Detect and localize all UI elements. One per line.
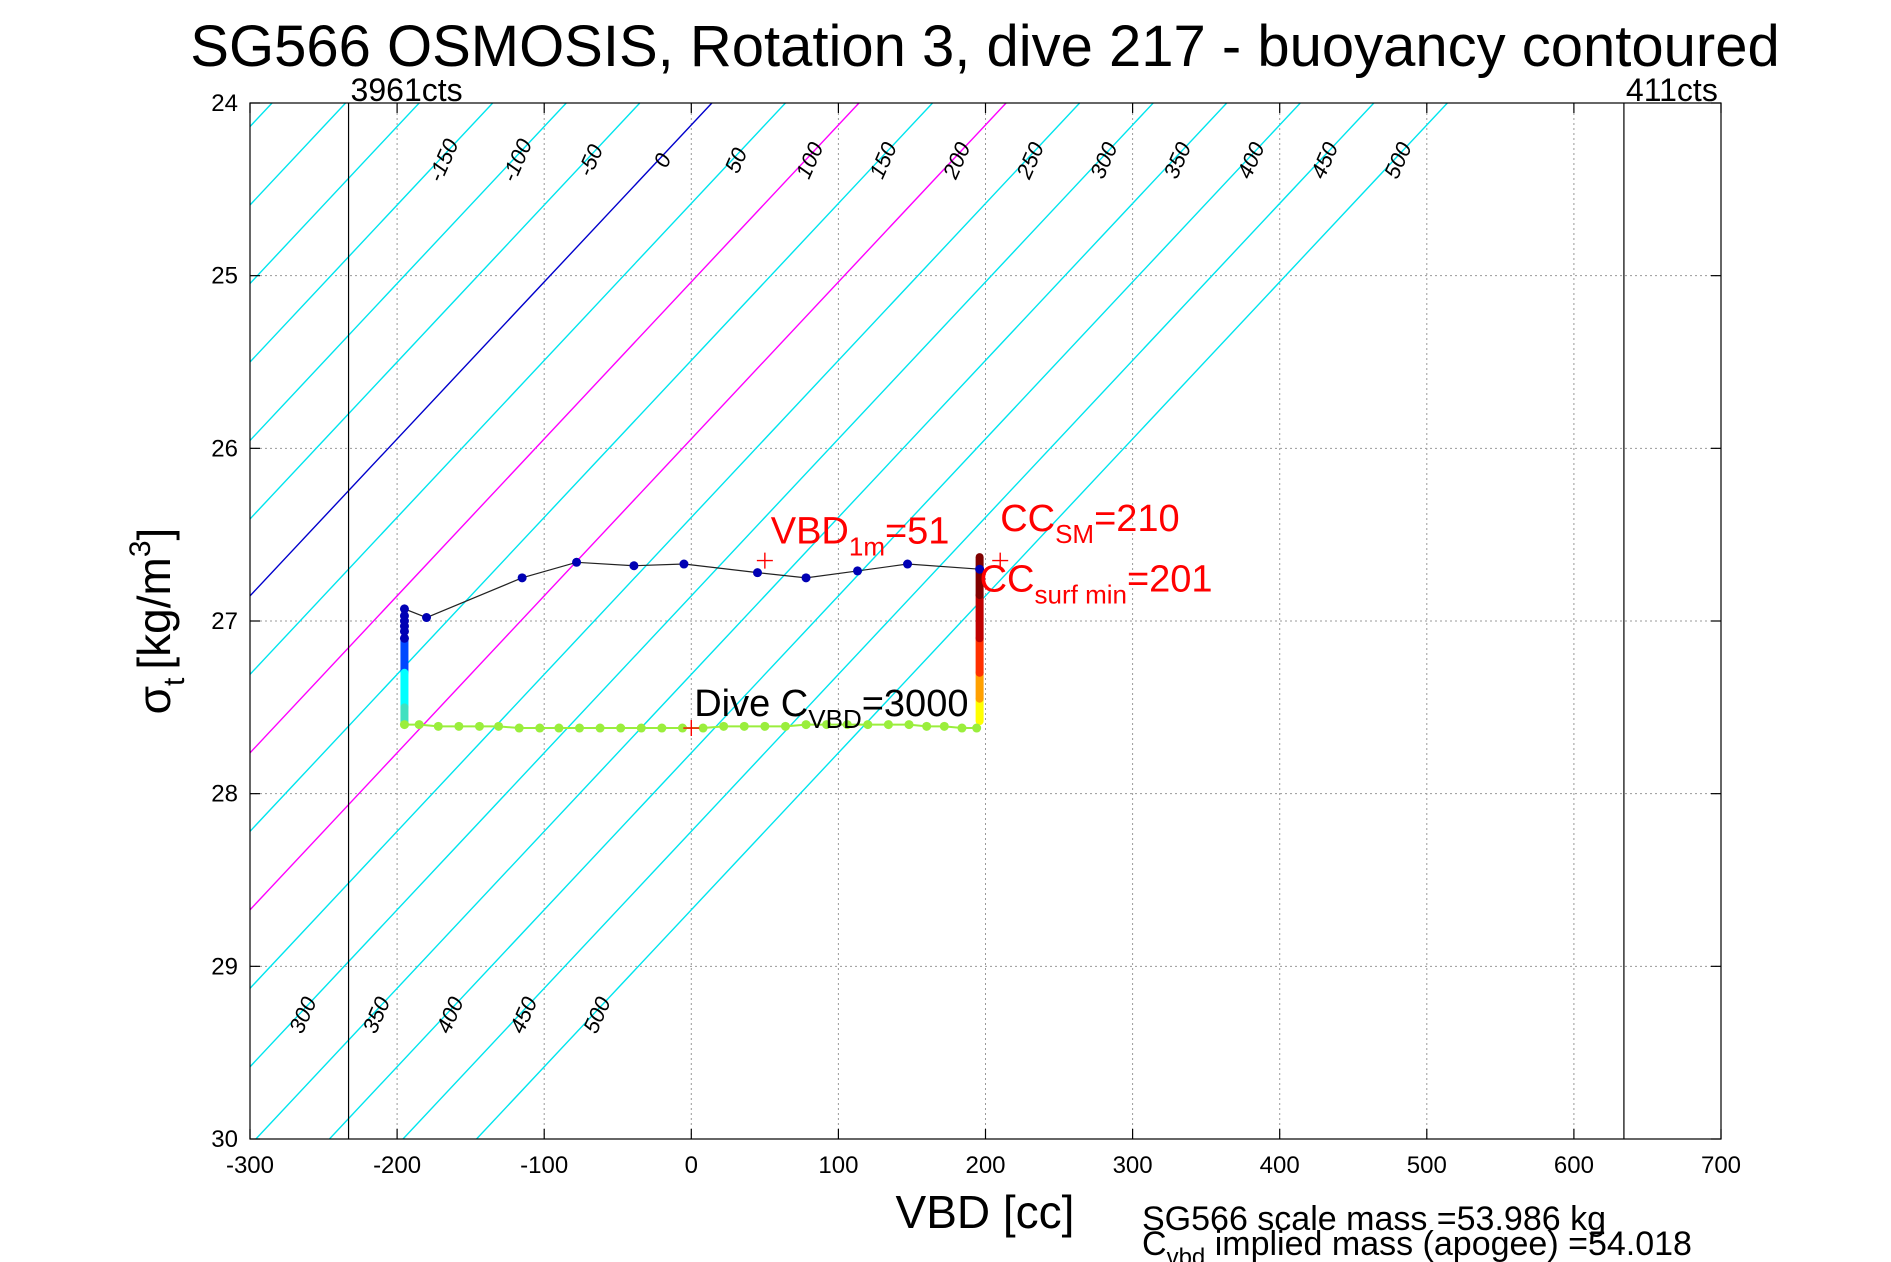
bottom-point — [535, 723, 545, 733]
bottom-point — [595, 723, 605, 733]
data-point — [399, 626, 409, 636]
plus-marker — [992, 552, 1009, 569]
bottom-point — [474, 721, 484, 731]
annotation: CCSM=210 — [1000, 498, 1179, 549]
footer-scale-mass: SG566 scale mass =53.986 kg — [1142, 1200, 1606, 1238]
contour-line — [250, 103, 934, 833]
annotation: CCsurf min=201 — [980, 559, 1213, 610]
data-point — [422, 613, 432, 623]
bottom-point — [657, 723, 667, 733]
bottom-point — [939, 721, 949, 731]
annotation: Dive CVBD=3000 — [694, 683, 968, 734]
bottom-point — [719, 721, 729, 731]
x-tick-label: -200 — [373, 1152, 421, 1179]
x-tick-label: 600 — [1554, 1152, 1594, 1179]
x-tick-label: 300 — [1113, 1152, 1153, 1179]
bottom-point — [904, 720, 914, 730]
bottom-point — [922, 721, 932, 731]
data-point — [629, 561, 639, 571]
x-tick-label: 0 — [685, 1152, 698, 1179]
y-tick-label: 29 — [211, 953, 238, 980]
bottom-point — [957, 723, 967, 733]
contour-line — [402, 103, 1375, 1139]
bottom-point — [698, 723, 708, 733]
bottom-point — [414, 720, 424, 730]
bottom-point — [554, 723, 564, 733]
contour-line — [250, 103, 713, 597]
y-tick-label: 25 — [211, 263, 238, 290]
x-tick-label: 100 — [818, 1152, 858, 1179]
bottom-point — [433, 721, 443, 731]
contour-line — [255, 103, 1228, 1139]
vbd-limit-lines: 3961cts 411cts — [347, 72, 1718, 1139]
contour-line — [250, 103, 494, 364]
bottom-point — [801, 720, 811, 730]
bottom-point — [780, 721, 790, 731]
limit-label: 3961cts — [351, 72, 463, 108]
footer-implied-mass: Cvbd implied mass (apogee) =54.018 — [1142, 1225, 1692, 1262]
bottom-point — [863, 720, 873, 730]
annotations: VBD1m=51 CCSM=210 CCsurf min=201 Dive CVBD=… — [694, 498, 1212, 734]
y-axis-label: σt[kg/m3] — [124, 528, 191, 715]
bottom-point — [399, 720, 409, 730]
data-point — [975, 564, 985, 574]
bottom-point — [616, 723, 626, 733]
y-tick-label: 24 — [211, 90, 238, 117]
grid-lines — [250, 103, 1721, 1139]
chart-title: SG566 OSMOSIS, Rotation 3, dive 217 - bu… — [190, 14, 1779, 79]
plus-marker — [756, 552, 773, 569]
contour-line — [250, 103, 1007, 911]
data-point — [399, 633, 409, 643]
x-tick-label: -100 — [520, 1152, 568, 1179]
bottom-point — [739, 721, 749, 731]
data-point — [801, 573, 811, 583]
bottom-point — [822, 720, 832, 730]
x-tick-label: 200 — [965, 1152, 1005, 1179]
bottom-point — [514, 723, 524, 733]
x-tick-label: 700 — [1701, 1152, 1741, 1179]
bottom-point — [842, 720, 852, 730]
contour-line — [250, 103, 786, 676]
bottom-point — [677, 723, 687, 733]
x-tick-label: 400 — [1260, 1152, 1300, 1179]
annotation: VBD1m=51 — [771, 510, 950, 561]
contour-line — [250, 103, 1081, 990]
bottom-point — [494, 721, 504, 731]
data-point — [752, 568, 762, 578]
bottom-point — [636, 723, 646, 733]
bottom-point — [454, 721, 464, 731]
data-point — [399, 604, 409, 614]
y-tick-label: 28 — [211, 781, 238, 808]
data-point — [679, 559, 689, 569]
dive-profile — [399, 552, 1009, 737]
axis-ticks: -300 -200 -100 0 100 200 300 400 500 600 700 24 25 26… — [211, 90, 1741, 1179]
bottom-point — [575, 723, 585, 733]
y-tick-label: 27 — [211, 608, 238, 635]
contour-line — [250, 103, 567, 442]
data-point — [517, 573, 527, 583]
limit-label: 411cts — [1626, 72, 1718, 108]
x-tick-label: 500 — [1407, 1152, 1447, 1179]
contour-line — [476, 103, 1448, 1139]
contour-line — [328, 103, 1301, 1139]
plus-marker — [683, 720, 700, 737]
bottom-point — [883, 720, 893, 730]
x-tick-label: -300 — [226, 1152, 274, 1179]
bottom-point — [760, 721, 770, 731]
data-point — [903, 559, 913, 569]
data-point — [572, 557, 582, 567]
y-tick-label: 30 — [211, 1126, 238, 1153]
data-point — [853, 566, 863, 576]
contour-line — [250, 103, 1154, 1068]
bottom-point — [972, 723, 982, 733]
contour-line — [250, 103, 860, 754]
contour-line — [250, 103, 641, 520]
y-tick-label: 26 — [211, 435, 238, 462]
x-axis-label: VBD [cc] — [896, 1186, 1075, 1238]
